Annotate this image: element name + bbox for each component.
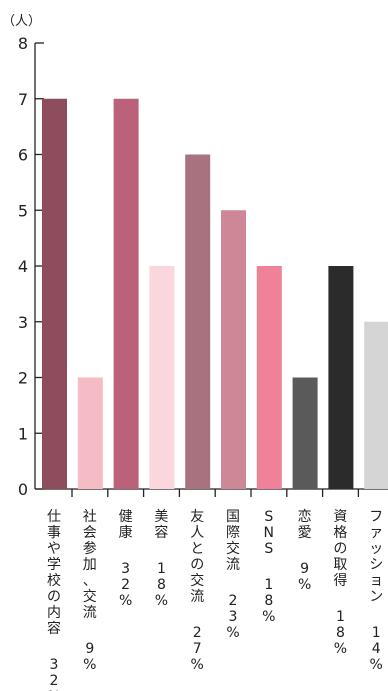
- category-percent-label: 9%: [83, 641, 96, 673]
- x-axis-labels: 仕事や学校の内容 32% 社会参加、交流 9% 健康 32% 美容 18% 友人との交流 27% 国…: [47, 489, 383, 691]
- bar: [364, 321, 388, 489]
- category-percent-label: 2 3%: [226, 593, 239, 641]
- category-label: 国際交流: [226, 509, 240, 573]
- y-tick-label: 7: [18, 90, 28, 109]
- category-label: 美容: [154, 509, 168, 541]
- y-tick-label: 1: [18, 424, 28, 443]
- category-percent-label: 1 4%: [370, 625, 383, 673]
- bar: [292, 377, 318, 489]
- bar: [42, 98, 67, 489]
- category-label: 仕事や学校の内容: [47, 509, 61, 637]
- bar: [221, 210, 246, 489]
- y-axis-unit-label: （人）: [2, 14, 41, 29]
- y-tick-label: 5: [18, 201, 28, 220]
- y-tick-label: 2: [18, 369, 28, 388]
- category-percent-label: 1 8%: [334, 609, 347, 657]
- y-tick-label: 6: [18, 146, 28, 165]
- bars: [42, 98, 388, 489]
- category-label: 社会参加、交流: [83, 509, 97, 621]
- y-tick-label: 3: [18, 313, 28, 332]
- y-tick-label: 4: [18, 257, 28, 276]
- bar: [256, 266, 282, 489]
- bar: [185, 154, 211, 489]
- category-percent-label: 32%: [47, 657, 60, 691]
- category-label: 資格の取得: [333, 509, 347, 589]
- category-percent-label: 2 7%: [191, 625, 204, 673]
- category-label: 健康: [119, 509, 133, 541]
- category-label: 恋愛: [298, 508, 312, 541]
- bar: [328, 266, 354, 489]
- bar: [113, 98, 139, 489]
- category-label: 友人との交流: [190, 509, 204, 605]
- bar: [77, 377, 103, 489]
- y-tick-label: 8: [18, 34, 28, 53]
- category-percent-label: 1 8%: [155, 561, 168, 609]
- category-percent-label: 9%: [298, 561, 311, 593]
- bar: [149, 266, 175, 489]
- category-percent-label: 1 8%: [262, 577, 275, 625]
- category-label: ファッション: [369, 509, 383, 605]
- y-tick-label: 0: [18, 480, 28, 499]
